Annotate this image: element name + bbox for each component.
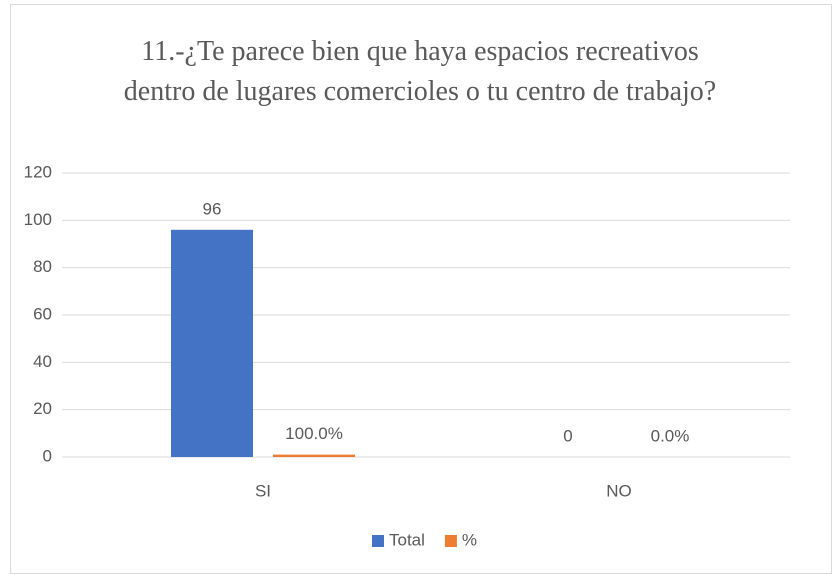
data-label: 0.0%	[651, 426, 690, 445]
legend-swatch	[372, 535, 384, 547]
y-tick-label: 120	[24, 162, 52, 181]
x-tick-label: SI	[255, 481, 271, 500]
legend-label: %	[462, 530, 477, 549]
bar	[171, 229, 253, 457]
data-label: 96	[203, 199, 222, 218]
y-tick-label: 20	[33, 399, 52, 418]
x-tick-label: NO	[606, 481, 632, 500]
legend-swatch	[444, 535, 457, 547]
y-tick-label: 0	[43, 446, 52, 465]
y-tick-label: 100	[24, 210, 52, 229]
bar	[273, 454, 355, 457]
y-tick-label: 40	[33, 352, 52, 371]
legend-label: Total	[389, 530, 425, 549]
chart-title: 11.-¿Te parece bien que haya espacios re…	[123, 36, 717, 107]
data-label: 0	[563, 426, 572, 445]
y-tick-label: 60	[33, 304, 52, 323]
y-tick-label: 80	[33, 257, 52, 276]
data-label: 100.0%	[285, 424, 343, 443]
